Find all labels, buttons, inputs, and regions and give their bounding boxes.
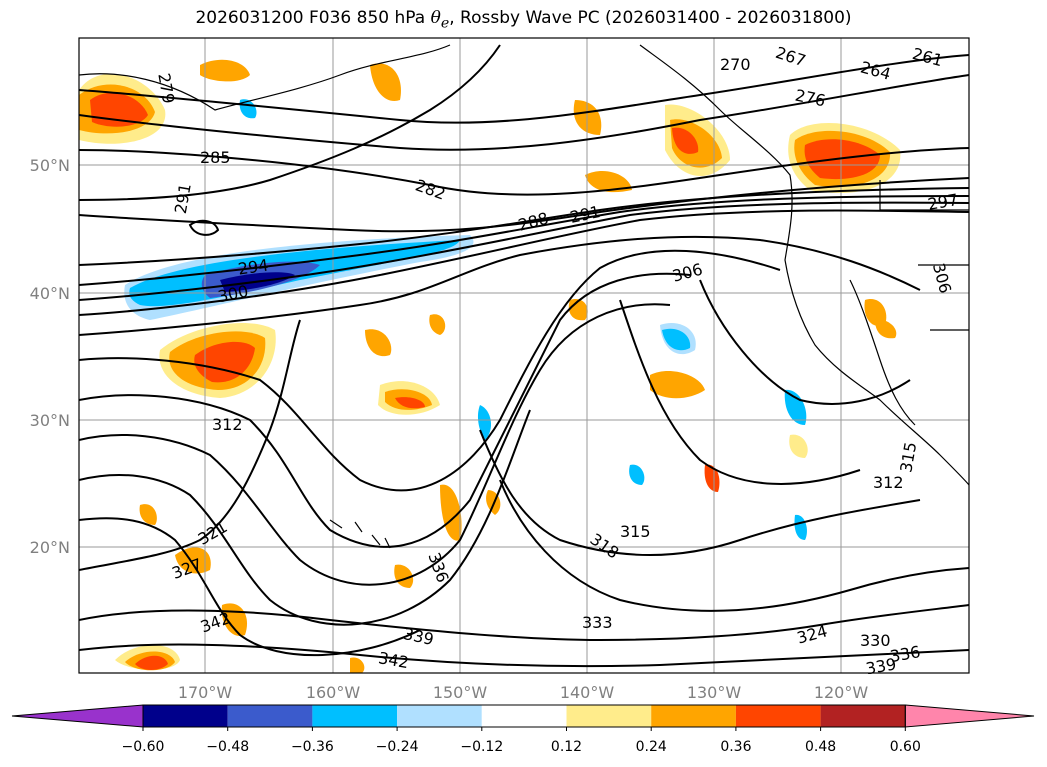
- colorbar-segment: [312, 705, 398, 727]
- map-title: 2026031200 F036 850 hPa θe, Rossby Wave …: [195, 8, 852, 32]
- colorbar-extend-high: [904, 704, 1035, 728]
- theta-e-contours: [79, 44, 969, 668]
- lat-label: 50°N: [30, 156, 70, 175]
- colorbar-segment: [820, 705, 906, 727]
- colorbar-tick-label: −0.12: [460, 739, 503, 755]
- gridlines: [79, 38, 969, 673]
- longitude-labels: 170°W 160°W 150°W 140°W 130°W 120°W: [178, 683, 869, 702]
- contour-label: 312: [873, 473, 904, 492]
- contour-label: 294: [237, 256, 270, 279]
- contour-label: 339: [864, 654, 897, 678]
- colorbar-segment: [651, 705, 736, 727]
- colorbar-tick-label: 0.36: [720, 739, 751, 755]
- colorbar-tick-label: 0.60: [890, 739, 921, 755]
- colorbar-segment: [143, 705, 228, 727]
- lon-label: 170°W: [178, 683, 233, 702]
- contour-label: 330: [860, 631, 891, 650]
- colorbar-tick-label: −0.36: [291, 739, 334, 755]
- colorbar-extend-low: [11, 704, 144, 728]
- contour-label: 315: [620, 522, 651, 541]
- colorbar-tick-label: −0.48: [206, 739, 249, 755]
- colorbar-outline: [142, 704, 906, 728]
- shaded-anomalies: [79, 59, 901, 673]
- map-frame: [78, 37, 970, 674]
- colorbar-tick-label: 0.24: [636, 739, 667, 755]
- lat-label: 30°N: [30, 411, 70, 430]
- lon-label: 120°W: [814, 683, 869, 702]
- colorbar-segment: [227, 705, 313, 727]
- colorbar-tick-label: 0.48: [805, 739, 836, 755]
- lon-label: 150°W: [433, 683, 488, 702]
- colorbar-tick-label: −0.24: [376, 739, 419, 755]
- latitude-labels: 50°N 40°N 30°N 20°N: [30, 156, 70, 557]
- colorbar-segment: [735, 705, 821, 727]
- lon-label: 140°W: [560, 683, 615, 702]
- colorbar-segment: [397, 705, 482, 727]
- colorbar-segment: [566, 705, 652, 727]
- lon-label: 160°W: [306, 683, 361, 702]
- coastlines: [79, 44, 969, 549]
- contour-label: 312: [212, 415, 243, 434]
- colorbar-segment: [481, 705, 567, 727]
- contour-label: 270: [720, 55, 751, 74]
- contour-label: 333: [582, 613, 613, 632]
- colorbar: −0.60 −0.48 −0.36 −0.24 −0.12 0.12 0.24 0.36 0.4…: [11, 704, 1035, 755]
- lat-label: 40°N: [30, 284, 70, 303]
- colorbar-tick-label: 0.12: [551, 739, 582, 755]
- colorbar-tick-label: −0.60: [122, 739, 165, 755]
- lat-label: 20°N: [30, 538, 70, 557]
- contour-label: 285: [200, 148, 231, 167]
- lon-label: 130°W: [687, 683, 742, 702]
